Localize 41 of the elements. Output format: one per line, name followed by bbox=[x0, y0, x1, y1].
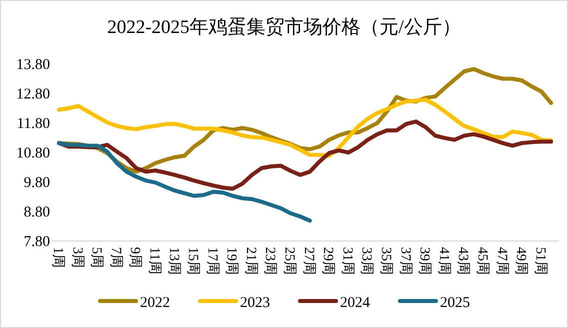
y-tick-label: 13.80 bbox=[16, 57, 50, 73]
x-tick-label: 45周 bbox=[474, 247, 490, 275]
x-tick-label: 19周 bbox=[224, 247, 239, 275]
x-tick-label: 41周 bbox=[436, 247, 451, 275]
x-tick-label: 15周 bbox=[185, 247, 200, 275]
legend-label: 2024 bbox=[340, 295, 370, 311]
x-tick-label: 49周 bbox=[513, 247, 528, 275]
y-tick-label: 8.80 bbox=[24, 204, 50, 220]
x-tick-label: 3周 bbox=[69, 247, 84, 268]
x-tick-label: 35周 bbox=[378, 247, 393, 275]
y-tick-label: 10.80 bbox=[16, 146, 50, 162]
x-tick-label: 13周 bbox=[166, 247, 181, 275]
x-tick-label: 51周 bbox=[532, 247, 548, 275]
legend-label: 2022 bbox=[140, 295, 170, 311]
y-tick-label: 11.80 bbox=[16, 116, 50, 132]
x-tick-label: 47周 bbox=[494, 247, 509, 275]
chart-title: 2022-2025年鸡蛋集贸市场价格（元/公斤） bbox=[107, 16, 461, 38]
x-tick-label: 31周 bbox=[339, 247, 354, 275]
legend-label: 2023 bbox=[240, 295, 270, 311]
x-tick-label: 9周 bbox=[127, 247, 142, 268]
x-tick-label: 27周 bbox=[300, 247, 316, 275]
y-tick-label: 12.80 bbox=[16, 86, 50, 102]
x-tick-label: 5周 bbox=[88, 247, 104, 268]
x-tick-label: 33周 bbox=[358, 247, 374, 275]
x-tick-label: 23周 bbox=[262, 247, 278, 275]
x-tick-label: 7周 bbox=[108, 247, 123, 268]
line-series bbox=[57, 120, 553, 191]
x-tick-label: 17周 bbox=[204, 247, 220, 275]
x-tick-label: 37周 bbox=[397, 247, 412, 275]
line-series bbox=[57, 98, 553, 158]
x-tick-label: 39周 bbox=[416, 247, 432, 275]
y-tick-label: 7.80 bbox=[24, 234, 50, 250]
legend-label: 2025 bbox=[440, 295, 470, 311]
x-tick-label: 1周 bbox=[50, 247, 65, 268]
x-tick-label: 29周 bbox=[320, 247, 336, 275]
x-tick-label: 21周 bbox=[242, 247, 258, 275]
x-tick-label: 11周 bbox=[146, 247, 162, 274]
x-tick-label: 43周 bbox=[455, 247, 470, 275]
y-tick-label: 9.80 bbox=[24, 175, 50, 191]
line-series bbox=[57, 141, 312, 223]
x-tick-label: 25周 bbox=[282, 247, 297, 275]
